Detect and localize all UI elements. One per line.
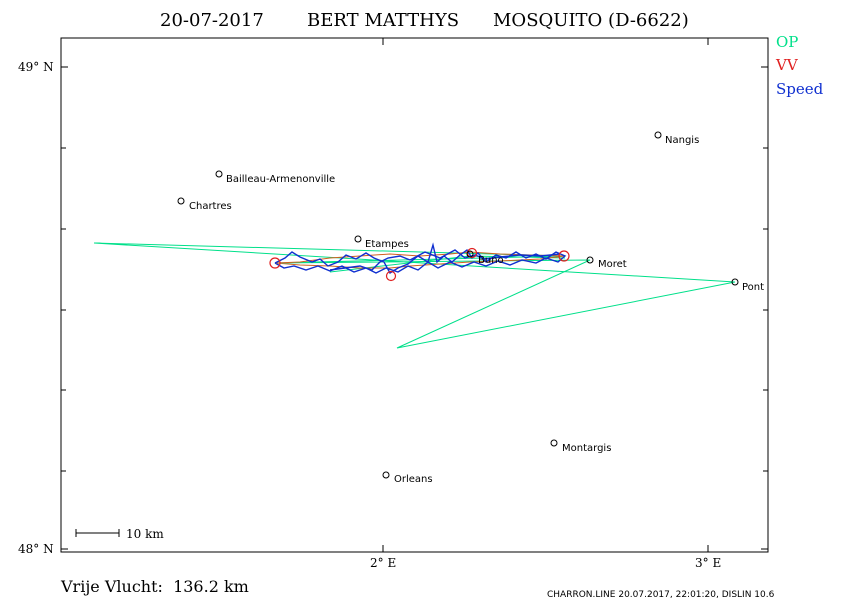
scale-bar: [75, 529, 120, 537]
title-pilot: BERT MATTHYS: [307, 10, 459, 31]
place-marker-icon: [586, 256, 594, 264]
place-marker-icon: [466, 250, 474, 258]
place-bailleau: Bailleau-Armenonville: [215, 170, 335, 185]
place-name-buno: Buno: [478, 255, 504, 266]
place-marker-icon: [382, 471, 390, 479]
place-marker-icon: [550, 439, 558, 447]
place-name-montargis: Montargis: [562, 443, 611, 454]
lon-ticks: [382, 38, 709, 552]
place-pont: Pont: [731, 278, 764, 293]
distance-label: Vrije Vlucht: 136.2 km: [60, 577, 249, 596]
place-etampes: Etampes: [354, 235, 409, 250]
legend-op: OP: [776, 33, 798, 51]
place-name-pont: Pont: [742, 282, 764, 293]
place-marker-icon: [354, 235, 362, 243]
lon-label-3: 3° E: [695, 556, 721, 570]
place-montargis: Montargis: [550, 439, 611, 454]
lon-label-2: 2° E: [370, 556, 396, 570]
lat-ticks: [61, 66, 768, 550]
place-chartres: Chartres: [177, 197, 232, 212]
credit-label: CHARRON.LINE 20.07.2017, 22:01:20, DISLI…: [547, 590, 775, 600]
place-orleans: Orleans: [382, 471, 433, 485]
lat-label-48: 48° N: [18, 542, 54, 556]
place-buno: Buno: [466, 250, 504, 266]
map-frame: [60, 37, 769, 553]
legend-vv: VV: [775, 56, 799, 74]
place-marker-icon: [654, 131, 662, 139]
place-name-etampes: Etampes: [365, 239, 409, 250]
title-glider: MOSQUITO (D-6622): [493, 10, 689, 31]
place-name-orleans: Orleans: [394, 474, 433, 485]
speed-track-detail: [329, 249, 561, 271]
place-moret: Moret: [586, 256, 627, 270]
legend-speed: Speed: [776, 80, 824, 98]
place-marker-icon: [215, 170, 223, 178]
turnpoints: [269, 247, 570, 282]
place-marker-icon: [731, 278, 739, 286]
title-date: 20-07-2017: [160, 10, 264, 31]
place-name-moret: Moret: [598, 259, 627, 270]
lat-label-49: 49° N: [18, 60, 54, 74]
place-marker-icon: [177, 197, 185, 205]
place-name-bailleau: Bailleau-Armenonville: [226, 174, 335, 185]
place-name-chartres: Chartres: [189, 201, 232, 212]
place-nangis: Nangis: [654, 131, 699, 146]
place-name-nangis: Nangis: [665, 135, 699, 146]
scale-bar-label: 10 km: [126, 527, 164, 541]
speed-track: [274, 242, 567, 274]
